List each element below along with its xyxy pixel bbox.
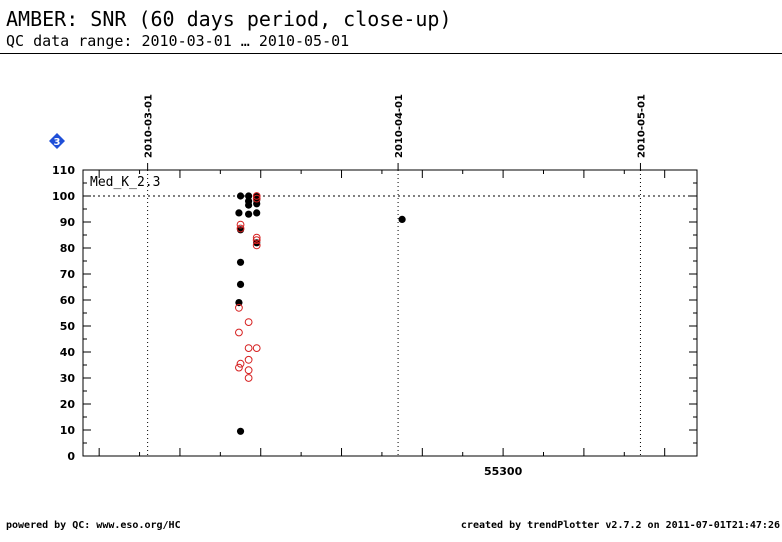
date-marker-label: 2010-04-01	[394, 94, 405, 158]
badge-diamond	[49, 133, 65, 149]
data-point-open	[252, 344, 261, 353]
y-tick-label: 80	[60, 242, 76, 255]
y-tick-label: 60	[60, 294, 76, 307]
data-point-filled	[236, 427, 245, 435]
data-point-filled	[236, 192, 245, 200]
data-point-open	[244, 318, 253, 327]
footer-generator: created by trendPlotter v2.7.2 on 2011-0…	[460, 520, 780, 531]
y-tick-label: 0	[67, 450, 75, 463]
data-point-filled	[245, 210, 253, 218]
y-tick-label: 40	[60, 346, 76, 359]
data-point-open	[252, 194, 261, 203]
x-tick-label: 55300	[484, 465, 523, 478]
data-point-open	[236, 220, 245, 229]
data-point-filled	[253, 209, 261, 217]
badge-label: 3	[54, 137, 61, 148]
data-point-open	[235, 363, 243, 372]
panel-label: Med_K_2.3	[90, 175, 160, 190]
data-point-filled	[245, 192, 253, 200]
data-point-open	[235, 303, 243, 312]
data-point-open	[244, 355, 253, 364]
data-point-open	[244, 344, 253, 353]
data-point-open	[252, 236, 261, 245]
data-point-filled	[245, 201, 253, 209]
date-marker-label: 2010-03-01	[144, 94, 155, 158]
data-point-open	[244, 374, 253, 382]
data-point-open	[236, 224, 245, 233]
y-tick-label: 30	[60, 372, 76, 385]
y-tick-label: 70	[60, 268, 76, 281]
data-point-open	[244, 366, 253, 375]
y-tick-label: 20	[60, 398, 76, 411]
panel-badge-icon[interactable]: 3	[49, 133, 65, 149]
header-divider	[0, 53, 782, 54]
y-tick-label: 110	[52, 164, 75, 177]
data-point-filled	[235, 209, 243, 217]
data-point-open	[236, 359, 245, 368]
footer-credit: powered by QC: www.eso.org/HC	[6, 520, 181, 531]
data-point-open	[252, 233, 261, 242]
page-title: AMBER: SNR (60 days period, close-up)	[6, 7, 452, 31]
y-tick-label: 90	[60, 216, 76, 229]
page-subtitle: QC data range: 2010-03-01 … 2010-05-01	[6, 32, 350, 50]
data-point-open	[252, 192, 261, 200]
data-point-open	[235, 328, 243, 337]
data-point-open	[252, 241, 261, 250]
y-tick-label: 10	[60, 424, 76, 437]
data-point-filled	[398, 215, 406, 223]
plot-frame	[82, 169, 698, 457]
data-point-filled	[236, 280, 245, 288]
data-point-filled	[236, 258, 245, 266]
y-tick-label: 50	[60, 320, 76, 333]
date-marker-label: 2010-05-01	[636, 94, 647, 158]
y-tick-label: 100	[52, 190, 75, 203]
